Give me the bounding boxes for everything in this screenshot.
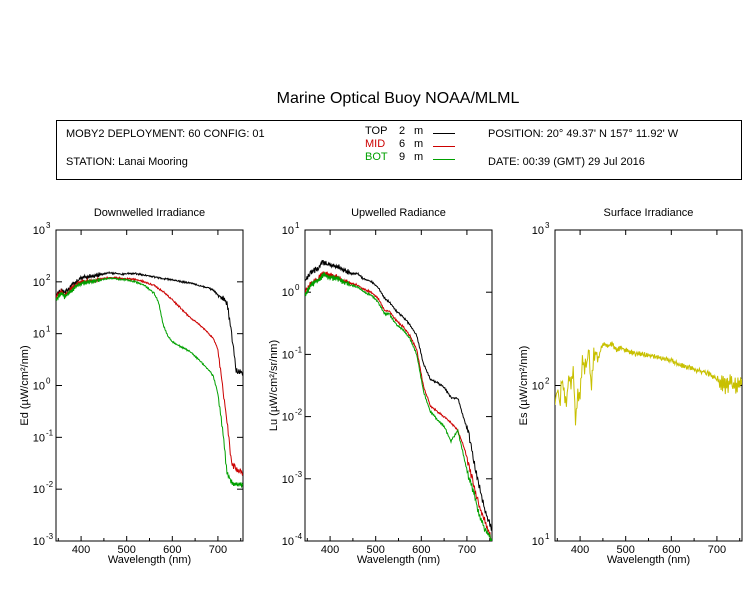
legend-mid-unit: m [414,138,424,150]
legend-top-depth: 2 [399,125,406,137]
legend-mid-depth: 6 [399,138,406,150]
y-tick-label: 10 [282,474,294,486]
series-line-bot [305,272,492,541]
x-tick-label: 600 [662,544,680,556]
legend-bot-line [433,159,455,160]
y-tick-label: 10 [282,412,294,424]
y-tick-exponent: -1 [295,345,303,354]
series-line-es [555,341,742,426]
y-tick-exponent: -3 [46,532,54,541]
x-tick-label: 700 [708,544,726,556]
y-tick-exponent: -1 [46,428,54,437]
y-tick-label: 10 [532,225,544,237]
y-tick-exponent: -3 [295,470,303,479]
series-line-mid [305,271,492,541]
y-axis-label: Lu (µW/cm²/sr/nm) [268,340,280,431]
y-tick-exponent: 2 [545,377,550,386]
y-tick-exponent: -2 [46,480,54,489]
y-tick-label: 10 [33,277,45,289]
y-tick-label: 10 [282,225,294,237]
chart-title: Surface Irradiance [604,207,694,219]
legend-top-name: TOP [365,125,388,137]
y-tick-label: 10 [33,484,45,496]
y-tick-label: 10 [33,536,45,548]
y-tick-exponent: -2 [295,408,303,417]
y-tick-exponent: -4 [295,532,303,541]
plot-frame [554,229,743,542]
y-tick-exponent: 3 [46,221,51,230]
date-label: DATE: 00:39 (GMT) 29 Jul 2016 [488,156,645,168]
y-tick-exponent: 0 [46,377,51,386]
legend-bot-unit: m [414,151,424,163]
x-tick-label: 400 [72,544,90,556]
y-tick-label: 10 [33,225,45,237]
page-title: Marine Optical Buoy NOAA/MLML [276,90,520,107]
x-axis-label: Wavelength (nm) [357,554,440,566]
deployment-label: MOBY2 DEPLOYMENT: 60 CONFIG: 01 [66,128,265,140]
series-line-top [305,259,492,531]
chart-title: Downwelled Irradiance [94,207,205,219]
legend-mid-line [433,146,455,147]
y-tick-exponent: 1 [545,532,550,541]
y-tick-label: 10 [33,381,45,393]
y-tick-label: 10 [282,536,294,548]
y-axis-label: Es (µW/cm²/nm) [518,346,530,426]
info-box: MOBY2 DEPLOYMENT: 60 CONFIG: 01 STATION:… [56,120,742,180]
y-tick-exponent: 1 [295,221,300,230]
x-tick-label: 400 [321,544,339,556]
chart-title: Upwelled Radiance [351,207,446,219]
x-tick-label: 500 [617,544,635,556]
y-tick-label: 10 [33,432,45,444]
y-axis-label: Ed (µW/cm²/nm) [19,345,31,425]
series-line-top [56,270,243,377]
y-tick-label: 10 [33,329,45,341]
x-tick-label: 400 [571,544,589,556]
x-tick-label: 700 [209,544,227,556]
y-tick-label: 10 [532,381,544,393]
y-tick-label: 10 [532,536,544,548]
y-tick-exponent: 3 [545,221,550,230]
legend-top-line [433,133,455,134]
x-tick-label: 700 [458,544,476,556]
x-tick-label: 600 [163,544,181,556]
x-tick-label: 600 [412,544,430,556]
y-tick-label: 10 [282,349,294,361]
y-tick-exponent: 2 [46,273,51,282]
legend-bot-depth: 9 [399,151,406,163]
x-tick-label: 500 [118,544,136,556]
x-axis-label: Wavelength (nm) [607,554,690,566]
series-line-bot [56,276,243,488]
y-tick-exponent: 1 [46,325,51,334]
position-label: POSITION: 20° 49.37' N 157° 11.92' W [488,128,679,140]
x-tick-label: 500 [367,544,385,556]
series-line-mid [56,276,243,477]
station-label: STATION: Lanai Mooring [66,156,188,168]
x-axis-label: Wavelength (nm) [108,554,191,566]
legend-bot-name: BOT [365,151,388,163]
legend-mid-name: MID [365,138,386,150]
legend-top-unit: m [414,125,424,137]
y-tick-exponent: 0 [295,283,300,292]
y-tick-label: 10 [282,287,294,299]
